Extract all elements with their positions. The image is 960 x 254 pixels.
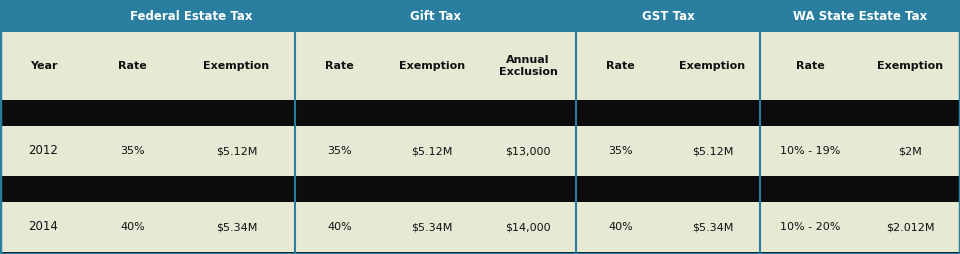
Text: $2M: $2M (899, 146, 922, 156)
Text: Year: Year (30, 61, 58, 71)
Text: 10% - 19%: 10% - 19% (780, 146, 840, 156)
Text: Exemption: Exemption (680, 61, 746, 71)
Text: Exemption: Exemption (876, 61, 943, 71)
Text: $14,000: $14,000 (505, 222, 551, 232)
Text: Rate: Rate (118, 61, 147, 71)
Text: $5.34M: $5.34M (411, 222, 453, 232)
Text: 40%: 40% (608, 222, 633, 232)
Text: GST Tax: GST Tax (641, 9, 694, 23)
Text: 40%: 40% (120, 222, 145, 232)
Text: $5.12M: $5.12M (216, 146, 257, 156)
Text: $5.12M: $5.12M (411, 146, 453, 156)
Bar (0, 0, 960, 32)
Text: Annual
Exclusion: Annual Exclusion (498, 55, 558, 77)
Bar (0, 176, 960, 202)
Text: $5.34M: $5.34M (692, 222, 733, 232)
Text: 35%: 35% (120, 146, 145, 156)
Text: WA State Estate Tax: WA State Estate Tax (793, 9, 927, 23)
Text: 35%: 35% (327, 146, 351, 156)
Bar (0, 100, 960, 126)
Text: Rate: Rate (796, 61, 825, 71)
Text: Exemption: Exemption (204, 61, 270, 71)
Text: Gift Tax: Gift Tax (410, 9, 461, 23)
Text: Rate: Rate (606, 61, 635, 71)
Text: 2014: 2014 (29, 220, 59, 233)
Text: $5.34M: $5.34M (216, 222, 257, 232)
Text: 2012: 2012 (29, 145, 59, 157)
Text: Federal Estate Tax: Federal Estate Tax (130, 9, 252, 23)
Bar (0, 126, 960, 176)
Text: $13,000: $13,000 (505, 146, 551, 156)
Text: Exemption: Exemption (399, 61, 465, 71)
Text: $2.012M: $2.012M (886, 222, 934, 232)
Bar (0, 252, 960, 254)
Text: 40%: 40% (327, 222, 352, 232)
Text: $5.12M: $5.12M (692, 146, 733, 156)
Text: Rate: Rate (325, 61, 354, 71)
Bar (0, 202, 960, 252)
Bar (0, 32, 960, 100)
Text: 10% - 20%: 10% - 20% (780, 222, 840, 232)
Text: 35%: 35% (609, 146, 633, 156)
